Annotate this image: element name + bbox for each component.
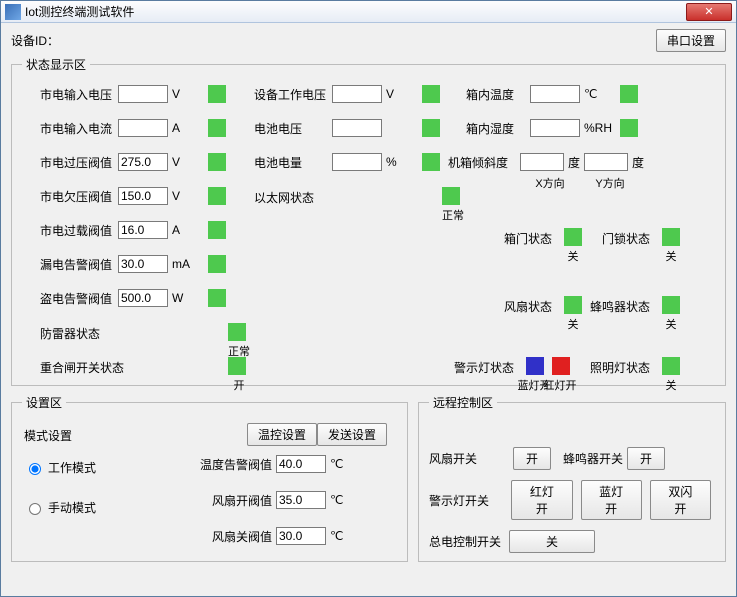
col2-input-2[interactable] <box>332 153 382 171</box>
buzz-indicator <box>662 296 680 314</box>
settings-row-1: 风扇开阀值℃ <box>194 491 358 509</box>
col1-row-8: 重合闸开关状态开 <box>40 357 246 378</box>
mode-manual-input[interactable] <box>29 503 41 515</box>
temp-config-button[interactable]: 温控设置 <box>247 423 317 446</box>
mode-work-radio[interactable]: 工作模式 <box>24 459 96 476</box>
col1-input-5[interactable] <box>118 255 168 273</box>
door-indicator <box>564 228 582 246</box>
light-row: 照明灯状态关 <box>590 357 680 378</box>
settings-legend: 设置区 <box>22 394 66 411</box>
col1-row-5: 漏电告警阀值mA <box>40 255 226 273</box>
col1-indicator-8 <box>228 357 246 375</box>
settings-row-2: 风扇关阀值℃ <box>194 527 358 545</box>
lock-row: 门锁状态关 <box>602 228 680 249</box>
main-switch-button[interactable]: 关 <box>509 530 595 553</box>
door-row: 箱门状态关 <box>504 228 582 249</box>
col2-indicator-3 <box>442 187 460 205</box>
warn-red-button[interactable]: 红灯开 <box>511 480 572 520</box>
col1-input-1[interactable] <box>118 119 168 137</box>
light-indicator <box>662 357 680 375</box>
col1-input-0[interactable] <box>118 85 168 103</box>
main-switch-label: 总电控制开关 <box>429 533 509 550</box>
tilt-row: 机箱倾斜度度度 <box>448 153 648 171</box>
fan-switch-button[interactable]: 开 <box>513 447 551 470</box>
buzz-switch-button[interactable]: 开 <box>627 447 665 470</box>
col1-row-3: 市电欠压阀值V <box>40 187 226 205</box>
col1-input-3[interactable] <box>118 187 168 205</box>
hum-in-indicator <box>620 119 638 137</box>
col2-indicator-0 <box>422 85 440 103</box>
buzz-row: 蜂鸣器状态关 <box>590 296 680 317</box>
device-id-label: 设备ID： <box>11 32 59 49</box>
col1-input-4[interactable] <box>118 221 168 239</box>
fan-indicator <box>564 296 582 314</box>
col1-row-7: 防雷器状态正常 <box>40 323 246 344</box>
settings-fieldset: 设置区 模式设置 温控设置 发送设置 工作模式 手动模式 温度告警阀值℃ 风扇开阀… <box>11 394 408 562</box>
app-icon <box>5 4 21 20</box>
client-area: 设备ID： 串口设置 状态显示区 市电输入电压V市电输入电流A市电过压阀值V市电… <box>1 23 736 596</box>
mode-manual-radio[interactable]: 手动模式 <box>24 499 96 516</box>
serial-config-button[interactable]: 串口设置 <box>656 29 726 52</box>
mode-work-input[interactable] <box>29 463 41 475</box>
settings-input-0[interactable] <box>276 455 326 473</box>
tilt-y-input[interactable] <box>584 153 628 171</box>
settings-row-0: 温度告警阀值℃ <box>194 455 358 473</box>
hum-in-input[interactable] <box>530 119 580 137</box>
device-id-row: 设备ID： 串口设置 <box>11 29 726 52</box>
warn-blue-button[interactable]: 蓝灯开 <box>581 480 642 520</box>
status-fieldset: 状态显示区 市电输入电压V 市电输入电流A 市电过压阀值V 市电欠压阀值V 市电过载阀值… <box>11 56 726 386</box>
status-legend: 状态显示区 <box>22 56 90 73</box>
col1-indicator-2 <box>208 153 226 171</box>
fan-switch-label: 风扇开关 <box>429 450 509 467</box>
col1-indicator-7 <box>228 323 246 341</box>
col1-indicator-3 <box>208 187 226 205</box>
send-config-button[interactable]: 发送设置 <box>317 423 387 446</box>
warn-red-indicator <box>552 357 570 375</box>
col2-row-3: 以太网状态正常 <box>254 187 460 208</box>
settings-input-2[interactable] <box>276 527 326 545</box>
col2-row-0: 设备工作电压V <box>254 85 440 103</box>
col1-row-1: 市电输入电流A <box>40 119 226 137</box>
control-fieldset: 远程控制区 风扇开关 开 蜂鸣器开关 开 警示灯开关 红灯开 蓝灯开 双闪开 <box>418 394 726 562</box>
temp-in-input[interactable] <box>530 85 580 103</box>
control-legend: 远程控制区 <box>429 394 497 411</box>
warn-blue-indicator <box>526 357 544 375</box>
col2-input-1[interactable] <box>332 119 382 137</box>
col1-indicator-1 <box>208 119 226 137</box>
warn-flash-button[interactable]: 双闪开 <box>650 480 711 520</box>
col1-input-6[interactable] <box>118 289 168 307</box>
col1-indicator-0 <box>208 85 226 103</box>
col1-indicator-5 <box>208 255 226 273</box>
app-window: Iot测控终端测试软件 ✕ 设备ID： 串口设置 状态显示区 市电输入电压V市电… <box>0 0 737 597</box>
col2-row-1: 电池电压 <box>254 119 440 137</box>
warn-switch-label: 警示灯开关 <box>429 492 507 509</box>
hum-in-row: 箱内湿度%RH <box>466 119 638 137</box>
col1-indicator-6 <box>208 289 226 307</box>
titlebar: Iot测控终端测试软件 ✕ <box>1 1 736 23</box>
col2-row-2: 电池电量% <box>254 153 440 171</box>
col2-input-0[interactable] <box>332 85 382 103</box>
col1-input-2[interactable] <box>118 153 168 171</box>
col2-indicator-2 <box>422 153 440 171</box>
tilt-labels: X方向Y方向 <box>520 175 640 191</box>
warn-row: 警示灯状态蓝灯开红灯开 <box>454 357 570 378</box>
settings-input-1[interactable] <box>276 491 326 509</box>
lock-indicator <box>662 228 680 246</box>
window-title: Iot测控终端测试软件 <box>25 3 686 20</box>
col1-row-2: 市电过压阀值V <box>40 153 226 171</box>
temp-in-row: 箱内温度℃ <box>466 85 638 103</box>
col1-row-4: 市电过载阀值A <box>40 221 226 239</box>
col1-indicator-4 <box>208 221 226 239</box>
buzz-switch-label: 蜂鸣器开关 <box>563 450 623 467</box>
tilt-x-input[interactable] <box>520 153 564 171</box>
col2-indicator-1 <box>422 119 440 137</box>
fan-row: 风扇状态关 <box>504 296 582 317</box>
temp-in-indicator <box>620 85 638 103</box>
col1-row-0: 市电输入电压V <box>40 85 226 103</box>
col1-row-6: 盗电告警阀值W <box>40 289 226 307</box>
status-grid: 市电输入电压V 市电输入电流A 市电过压阀值V 市电欠压阀值V 市电过载阀值A 漏电告警阀… <box>22 81 715 375</box>
mode-label: 模式设置 <box>24 427 72 444</box>
close-button[interactable]: ✕ <box>686 3 732 21</box>
